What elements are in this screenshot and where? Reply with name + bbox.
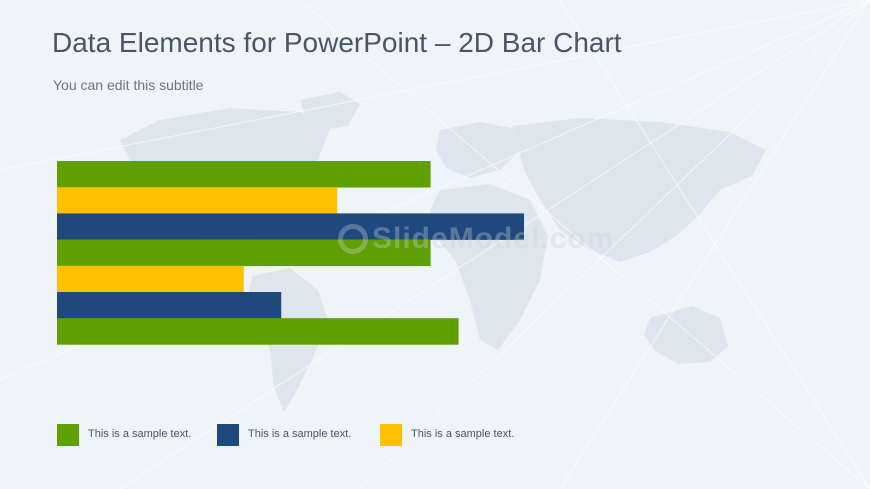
legend-swatch <box>380 424 402 446</box>
watermark-text: SlideModel.com <box>372 222 615 255</box>
legend-label: This is a sample text. <box>248 428 352 440</box>
legend-label: This is a sample text. <box>88 428 192 440</box>
bar-2 <box>57 187 338 214</box>
bar-3 <box>57 213 524 240</box>
legend-swatch <box>217 424 239 446</box>
bar-5 <box>57 265 244 293</box>
legend-label: This is a sample text. <box>411 428 515 440</box>
bar-4 <box>57 239 431 267</box>
page-title: Data Elements for PowerPoint – 2D Bar Ch… <box>52 27 622 58</box>
map-greenland <box>300 92 360 130</box>
legend-swatch <box>57 424 79 446</box>
bar-1 <box>57 161 431 188</box>
map-asia <box>512 118 766 262</box>
bar-7 <box>57 318 459 345</box>
watermark-logo-icon <box>338 224 368 254</box>
bar-6 <box>57 292 282 319</box>
page-subtitle: You can edit this subtitle <box>53 77 204 93</box>
map-europe <box>436 122 520 178</box>
